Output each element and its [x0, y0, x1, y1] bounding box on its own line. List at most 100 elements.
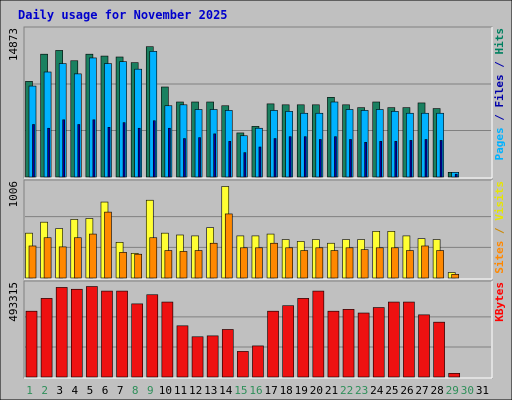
bar-sites-29 [451, 274, 460, 279]
legend-part-mid-2: Visits [493, 181, 506, 221]
bar-sites-24 [375, 247, 384, 279]
bar-sites-19 [300, 250, 309, 279]
bar-sites-28 [436, 250, 444, 279]
bar-kbytes-27 [418, 314, 430, 378]
x-tick-12: 12 [189, 384, 202, 397]
bar-kbytes-13 [206, 335, 219, 378]
bar-sites-23 [360, 249, 369, 279]
legend-part-top-0: Pages [493, 127, 506, 160]
bar-pages-21 [334, 136, 337, 178]
x-tick-21: 21 [325, 384, 338, 397]
bar-kbytes-29 [448, 373, 461, 378]
bar-sites-18 [285, 247, 293, 279]
bar-sites-2 [43, 237, 52, 279]
bar-kbytes-9 [146, 294, 159, 378]
bar-sites-17 [270, 242, 278, 279]
chart-panels: 14873 Pages / Files / Hits 1006 Sites / Vis… [7, 26, 506, 379]
bar-kbytes-26 [403, 301, 415, 378]
bar-kbytes-8 [131, 303, 143, 378]
bar-pages-16 [258, 146, 262, 178]
bar-kbytes-19 [297, 298, 310, 378]
bar-pages-9 [152, 120, 156, 178]
bar-kbytes-2 [40, 298, 53, 378]
legend-part-top-4: Hits [493, 28, 506, 55]
legend-part-top-3: / [493, 55, 506, 75]
legend-part-top-1: / [493, 108, 506, 128]
bar-kbytes-24 [372, 307, 385, 378]
bar-sites-6 [104, 211, 112, 279]
x-tick-7: 7 [117, 384, 124, 397]
x-tick-17: 17 [264, 384, 277, 397]
bar-sites-21 [330, 250, 339, 279]
bar-kbytes-28 [433, 321, 445, 378]
bar-sites-16 [255, 247, 263, 279]
bar-sites-25 [391, 247, 399, 279]
legend-top: Pages / Files / Hits [493, 28, 506, 161]
bar-sites-14 [224, 213, 233, 279]
bar-pages-11 [183, 138, 186, 178]
bar-kbytes-22 [342, 309, 355, 378]
x-tick-20: 20 [310, 384, 323, 397]
bar-sites-15 [240, 247, 248, 279]
bar-kbytes-5 [86, 286, 98, 378]
chart-title: Daily usage for November 2025 [18, 8, 228, 22]
bar-kbytes-23 [357, 312, 370, 378]
bar-kbytes-17 [267, 310, 279, 378]
x-tick-28: 28 [431, 384, 444, 397]
x-tick-26: 26 [400, 384, 413, 397]
x-tick-19: 19 [295, 384, 308, 397]
bar-sites-5 [89, 233, 97, 279]
x-tick-25: 25 [385, 384, 398, 397]
bar-pages-6 [107, 127, 111, 178]
ytick-label-low: 493315 [7, 282, 20, 322]
legend-low: KBytes [493, 282, 506, 322]
x-tick-24: 24 [370, 384, 384, 397]
series-sites [28, 211, 460, 279]
x-tick-10: 10 [159, 384, 172, 397]
bar-pages-29 [454, 173, 458, 178]
ytick-label-top: 14873 [7, 28, 20, 61]
bar-pages-28 [439, 140, 443, 178]
x-tick-23: 23 [355, 384, 368, 397]
bar-pages-25 [394, 141, 398, 178]
x-tick-31: 31 [476, 384, 489, 397]
x-tick-5: 5 [87, 384, 94, 397]
legend-part-top-2: Files [493, 74, 506, 107]
bar-pages-13 [213, 133, 216, 178]
bar-pages-15 [243, 152, 247, 178]
bar-pages-5 [92, 119, 96, 178]
x-tick-27: 27 [415, 384, 428, 397]
x-tick-16: 16 [249, 384, 262, 397]
bar-sites-7 [119, 252, 127, 279]
bar-sites-12 [194, 250, 203, 279]
bar-kbytes-14 [221, 329, 234, 378]
series-pages [32, 119, 458, 178]
x-tick-1: 1 [26, 384, 33, 397]
x-tick-14: 14 [219, 384, 233, 397]
bar-sites-10 [164, 250, 173, 279]
bar-kbytes-15 [237, 351, 249, 378]
x-tick-8: 8 [132, 384, 139, 397]
bar-pages-4 [77, 124, 81, 178]
bar-kbytes-11 [176, 325, 189, 378]
x-axis-tick-labels: 1 2 3 4 5 6 7 8 9 10 11 12 13 14 15 16 17 18 19 20 21 22 23 24 2… [26, 384, 489, 397]
x-tick-6: 6 [102, 384, 109, 397]
bar-kbytes-25 [388, 301, 400, 378]
ytick-label-mid: 1006 [7, 181, 20, 208]
bar-pages-27 [424, 139, 428, 178]
panel-low: 493315 KBytes [7, 280, 506, 379]
legend-mid: Sites / Visits [493, 181, 506, 274]
bar-pages-7 [122, 122, 126, 178]
x-tick-4: 4 [72, 384, 79, 397]
bar-sites-8 [134, 253, 142, 279]
bar-kbytes-20 [312, 290, 325, 378]
bar-pages-20 [319, 139, 322, 178]
bar-pages-17 [273, 138, 277, 178]
x-tick-15: 15 [234, 384, 247, 397]
bar-kbytes-6 [101, 290, 113, 378]
panel-mid: 1006 Sites / Visits [7, 179, 506, 280]
x-tick-11: 11 [174, 384, 187, 397]
bar-kbytes-16 [252, 345, 264, 378]
bar-pages-24 [379, 141, 383, 178]
